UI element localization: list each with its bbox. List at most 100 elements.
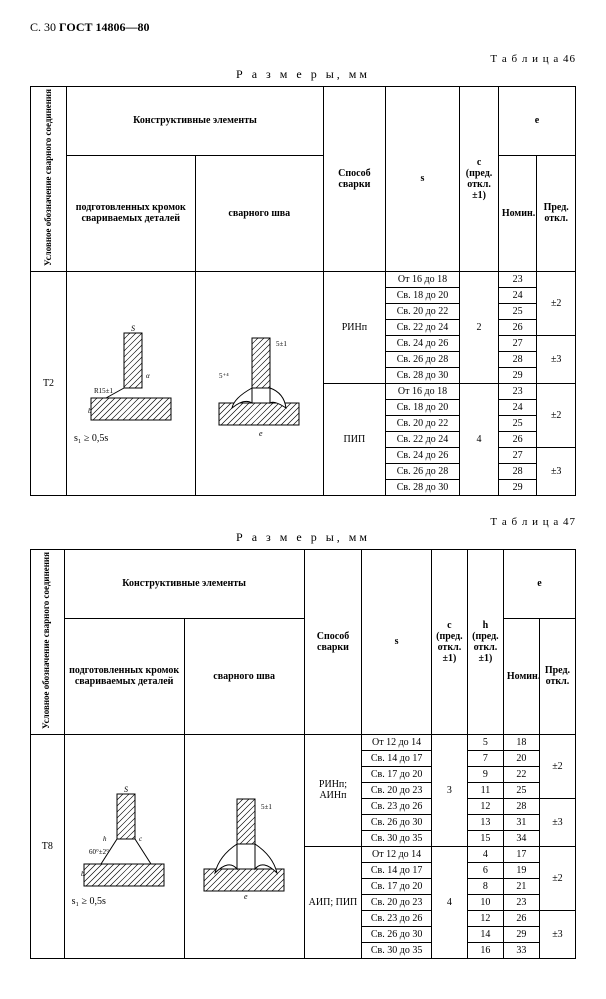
hdr47-group: Конструктивные элементы xyxy=(64,549,304,618)
prepared-edges-diagram-t8: S h c 60°±2° b xyxy=(79,786,169,896)
svg-text:5±1: 5±1 xyxy=(276,340,287,348)
h-cell: 4 xyxy=(467,846,503,862)
dev-cell: ±2 xyxy=(539,734,575,798)
nom-cell: 26 xyxy=(498,319,537,335)
s-cell: Св. 28 до 30 xyxy=(385,479,460,495)
c-cell: 4 xyxy=(431,846,467,958)
nom-cell: 24 xyxy=(498,287,537,303)
nom-cell: 27 xyxy=(498,335,537,351)
hdr47-c: c (пред. откл. ±1) xyxy=(431,549,467,734)
s-cell: Св. 22 до 24 xyxy=(385,431,460,447)
hdr47-weld: сварного шва xyxy=(184,618,304,734)
s-cell: Св. 14 до 17 xyxy=(362,750,432,766)
nom-cell: 31 xyxy=(503,814,539,830)
s-cell: Св. 30 до 35 xyxy=(362,942,432,958)
svg-text:S: S xyxy=(131,324,135,333)
h-cell: 14 xyxy=(467,926,503,942)
method-cell: РИНп; АИНп xyxy=(304,734,362,846)
c-cell: 3 xyxy=(431,734,467,846)
nom-cell: 23 xyxy=(503,894,539,910)
s-cell: От 16 до 18 xyxy=(385,271,460,287)
table-row: Т2 S R15±1 b α s₁ ≥ 0,5s 5±1 5⁺⁴ e РИНпО… xyxy=(31,271,576,287)
svg-text:e: e xyxy=(244,892,248,901)
table-row: Т8 S h c 60°±2° b s₁ ≥ 0,5s 5±1 e РИНп; … xyxy=(31,734,576,750)
s-cell: Св. 20 до 23 xyxy=(362,782,432,798)
dev-cell: ±3 xyxy=(537,447,576,495)
h-cell: 12 xyxy=(467,798,503,814)
svg-text:c: c xyxy=(139,835,143,843)
nom-cell: 19 xyxy=(503,862,539,878)
hdr-s: s xyxy=(385,87,460,272)
svg-text:b: b xyxy=(81,870,85,878)
nom-cell: 17 xyxy=(503,846,539,862)
method-cell: РИНп xyxy=(324,271,386,383)
dev-cell: ±2 xyxy=(537,383,576,447)
hdr47-h: h (пред. откл. ±1) xyxy=(467,549,503,734)
dev-cell: ±3 xyxy=(539,910,575,958)
nom-cell: 22 xyxy=(503,766,539,782)
s-cell: Св. 18 до 20 xyxy=(385,287,460,303)
prepared-edges-diagram: S R15±1 b α xyxy=(86,323,176,433)
hdr-c: c (пред. откл. ±1) xyxy=(460,87,499,272)
hdr47-symbol: Условное обозначение сварного соединения xyxy=(42,552,52,729)
h-cell: 10 xyxy=(467,894,503,910)
page-header: С. 30 ГОСТ 14806—80 xyxy=(30,20,576,35)
method-cell: ПИП xyxy=(324,383,386,495)
hdr-prepared: подготовленных кромок свариваемых детале… xyxy=(66,155,195,271)
nom-cell: 28 xyxy=(498,351,537,367)
svg-text:e: e xyxy=(259,429,263,438)
hdr-group: Конструктивные элементы xyxy=(66,87,323,156)
dev-cell: ±3 xyxy=(537,335,576,383)
h-cell: 9 xyxy=(467,766,503,782)
s-cell: Св. 20 до 23 xyxy=(362,894,432,910)
s-cell: Св. 23 до 26 xyxy=(362,910,432,926)
svg-text:α: α xyxy=(146,372,150,380)
h-cell: 6 xyxy=(467,862,503,878)
svg-text:R15±1: R15±1 xyxy=(94,387,114,395)
svg-text:60°±2°: 60°±2° xyxy=(89,848,109,856)
s-cell: Св. 24 до 26 xyxy=(385,447,460,463)
nom-cell: 27 xyxy=(498,447,537,463)
s-cell: От 12 до 14 xyxy=(362,734,432,750)
method-cell: АИП; ПИП xyxy=(304,846,362,958)
s-cell: Св. 17 до 20 xyxy=(362,878,432,894)
svg-text:S: S xyxy=(124,786,128,794)
nom-cell: 28 xyxy=(503,798,539,814)
s-cell: Св. 30 до 35 xyxy=(362,830,432,846)
table-47-caption: Р а з м е р ы, мм xyxy=(30,530,576,545)
nom-cell: 34 xyxy=(503,830,539,846)
svg-text:5±1: 5±1 xyxy=(261,803,272,811)
s-cell: Св. 20 до 22 xyxy=(385,415,460,431)
svg-text:5⁺⁴: 5⁺⁴ xyxy=(219,372,229,380)
nom-cell: 29 xyxy=(498,479,537,495)
table-46-label: Т а б л и ц а 46 xyxy=(30,53,576,65)
dev-cell: ±2 xyxy=(537,271,576,335)
nom-cell: 26 xyxy=(498,431,537,447)
nom-cell: 23 xyxy=(498,271,537,287)
h-cell: 15 xyxy=(467,830,503,846)
hdr47-prepared: подготовленных кромок свариваемых детале… xyxy=(64,618,184,734)
table-46: Условное обозначение сварного соединения… xyxy=(30,86,576,496)
hdr47-method: Способ сварки xyxy=(304,549,362,734)
nom-cell: 24 xyxy=(498,399,537,415)
s-cell: От 16 до 18 xyxy=(385,383,460,399)
h-cell: 5 xyxy=(467,734,503,750)
hdr47-s: s xyxy=(362,549,432,734)
hdr-method: Способ сварки xyxy=(324,87,386,272)
h-cell: 8 xyxy=(467,878,503,894)
weld-seam-diagram: 5±1 5⁺⁴ e xyxy=(214,328,304,438)
s-cell: От 12 до 14 xyxy=(362,846,432,862)
symbol-cell: Т2 xyxy=(31,271,67,495)
diagram-prep-cell: S R15±1 b α s₁ ≥ 0,5s xyxy=(66,271,195,495)
nom-cell: 25 xyxy=(498,303,537,319)
svg-text:h: h xyxy=(103,835,107,843)
h-cell: 7 xyxy=(467,750,503,766)
h-cell: 16 xyxy=(467,942,503,958)
s-cell: Св. 26 до 30 xyxy=(362,814,432,830)
hdr-symbol: Условное обозначение сварного соединения xyxy=(44,89,54,266)
table-46-block: Т а б л и ц а 46 Р а з м е р ы, мм Услов… xyxy=(30,53,576,496)
svg-text:b: b xyxy=(88,407,92,415)
s-cell: Св. 22 до 24 xyxy=(385,319,460,335)
table-47: Условное обозначение сварного соединения… xyxy=(30,549,576,959)
s-cell: Св. 17 до 20 xyxy=(362,766,432,782)
